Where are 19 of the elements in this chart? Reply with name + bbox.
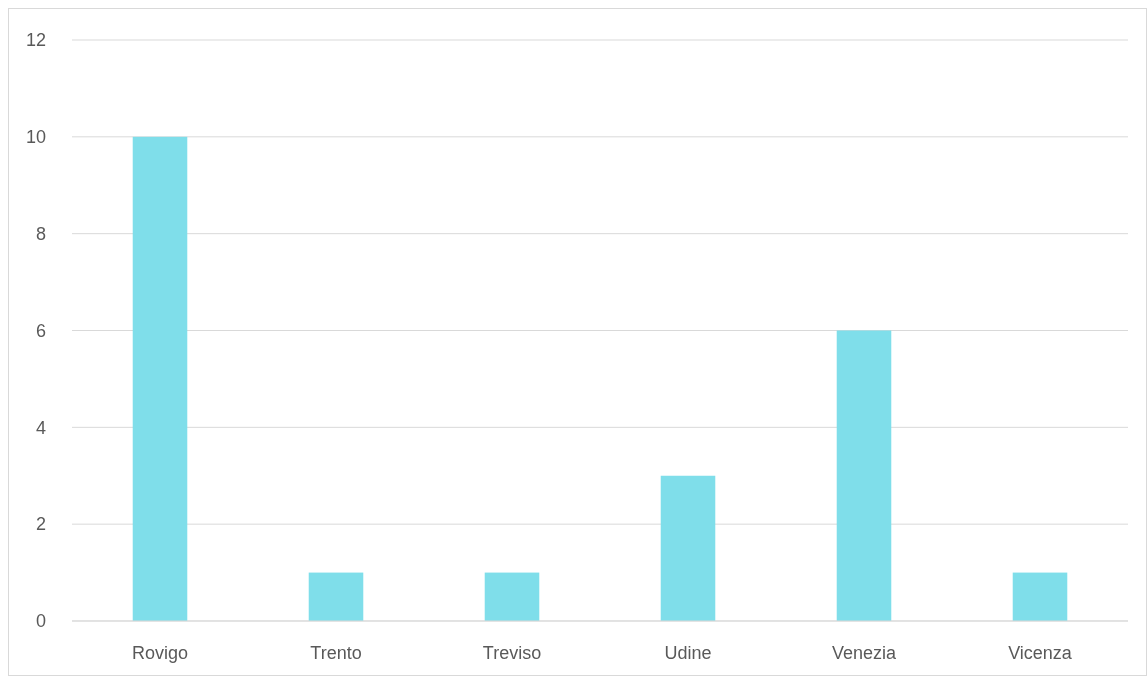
y-tick-label: 6 xyxy=(35,320,46,341)
x-tick-label: Treviso xyxy=(482,643,542,663)
bar xyxy=(132,136,188,621)
bar xyxy=(484,572,540,621)
x-tick-label: Rovigo xyxy=(131,643,189,663)
y-tick-label: 12 xyxy=(25,30,46,51)
bar xyxy=(836,330,892,621)
y-tick-label: 10 xyxy=(25,127,46,148)
y-tick-label: 0 xyxy=(35,611,46,632)
y-tick-label: 8 xyxy=(35,223,46,244)
y-tick-label: 4 xyxy=(35,417,46,438)
x-tick-label: Venezia xyxy=(831,643,898,663)
bar xyxy=(660,475,716,621)
bar xyxy=(308,572,364,621)
x-tick-label: Vicenza xyxy=(1008,643,1073,663)
x-tick-label: Trento xyxy=(310,643,362,663)
bar xyxy=(1012,572,1068,621)
x-tick-label: Udine xyxy=(664,643,712,663)
y-tick-label: 2 xyxy=(35,514,46,535)
